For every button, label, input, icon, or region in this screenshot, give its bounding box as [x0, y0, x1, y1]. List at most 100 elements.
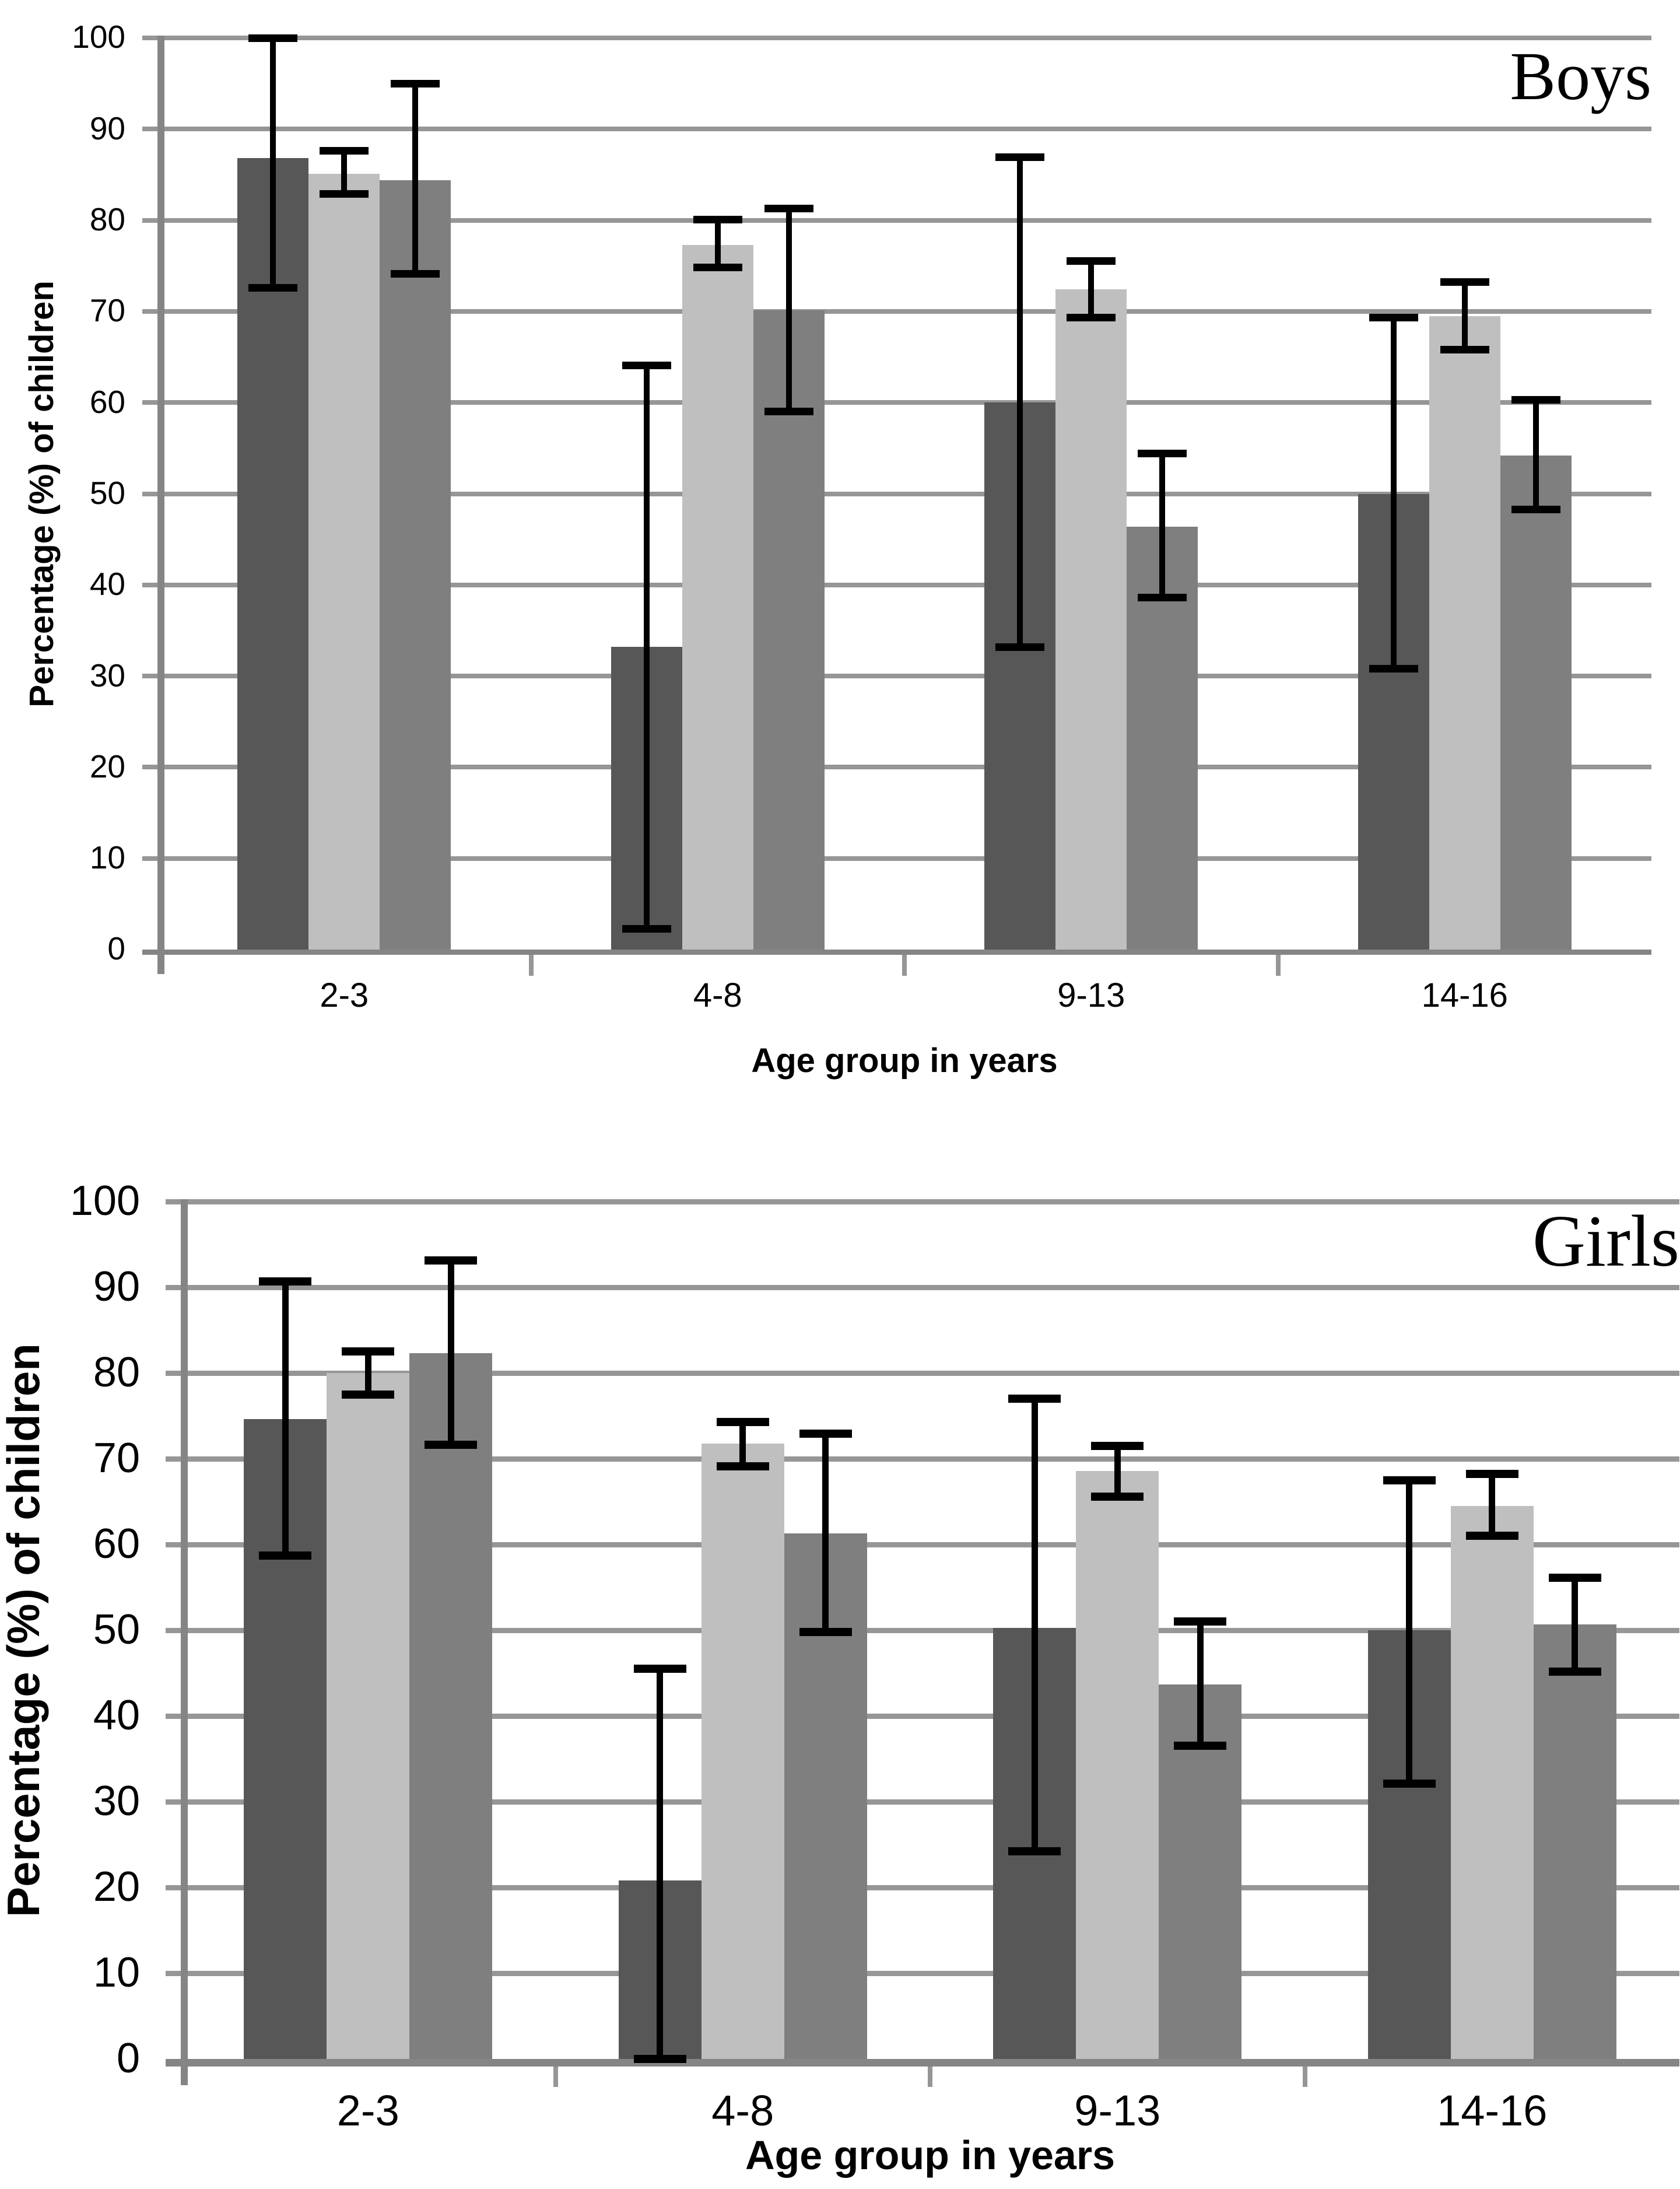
xaxis-separator-tick-girls-2	[928, 2059, 932, 2087]
gridline-girls-60	[166, 1542, 1679, 1547]
gridline-girls-80	[166, 1370, 1679, 1376]
gridline-boys-20	[142, 765, 1651, 770]
gridline-girls-20	[166, 1885, 1679, 1890]
errorbar-line-girls-light-gray-9-13	[1114, 1445, 1121, 1497]
ytick-label-girls-100: 100	[69, 1177, 140, 1224]
xtick-label-girls-2-3: 2-3	[336, 2086, 399, 2135]
ytick-label-girls-70: 70	[93, 1434, 140, 1481]
gridline-boys-70	[142, 309, 1651, 314]
errorbar-cap-bottom-girls-dark-gray-2-3	[259, 1551, 312, 1560]
xtick-label-girls-9-13: 9-13	[1074, 2086, 1161, 2135]
errorbar-cap-top-girls-dark-gray-9-13	[1008, 1395, 1061, 1403]
ytick-label-girls-40: 40	[93, 1691, 140, 1739]
gridline-boys-40	[142, 582, 1651, 587]
x-axis-line-boys	[142, 950, 1651, 955]
errorbar-cap-top-girls-medium-gray-9-13	[1174, 1617, 1227, 1626]
errorbar-cap-bottom-boys-light-gray-4-8	[693, 264, 742, 272]
bar-boys-medium-gray-4-8	[753, 310, 825, 950]
errorbar-line-girls-medium-gray-2-3	[447, 1260, 454, 1445]
errorbar-cap-bottom-boys-medium-gray-4-8	[764, 408, 813, 416]
xaxis-separator-tick-girls-1	[553, 2059, 558, 2087]
panel-label-boys: Boys	[1510, 38, 1651, 114]
errorbar-cap-top-girls-medium-gray-4-8	[799, 1430, 852, 1438]
errorbar-line-boys-medium-gray-9-13	[1159, 453, 1166, 598]
bar-boys-medium-gray-2-3	[380, 180, 451, 950]
ytick-label-boys-80: 80	[89, 201, 125, 237]
errorbar-cap-bottom-boys-medium-gray-2-3	[391, 270, 440, 278]
errorbar-cap-top-girls-medium-gray-14-16	[1548, 1574, 1601, 1582]
ytick-label-boys-20: 20	[89, 748, 125, 784]
errorbar-line-boys-light-gray-4-8	[714, 219, 721, 268]
bar-girls-light-gray-9-13	[1076, 1470, 1159, 2059]
gridline-boys-80	[142, 218, 1651, 223]
errorbar-line-boys-medium-gray-14-16	[1532, 400, 1539, 510]
ytick-label-boys-40: 40	[89, 566, 125, 603]
gridline-girls-100	[166, 1199, 1679, 1204]
xtick-label-boys-14-16: 14-16	[1421, 976, 1508, 1014]
errorbar-cap-bottom-girls-dark-gray-14-16	[1383, 1780, 1436, 1788]
errorbar-cap-bottom-girls-dark-gray-9-13	[1008, 1847, 1061, 1856]
errorbar-cap-top-girls-dark-gray-2-3	[259, 1277, 312, 1286]
ytick-label-girls-30: 30	[93, 1777, 140, 1824]
y-axis-line-boys	[157, 36, 164, 974]
errorbar-cap-top-boys-dark-gray-4-8	[622, 361, 671, 369]
bar-girls-medium-gray-14-16	[1533, 1624, 1616, 2059]
bar-girls-light-gray-14-16	[1450, 1505, 1534, 2059]
errorbar-cap-top-boys-dark-gray-9-13	[995, 153, 1045, 162]
errorbar-line-boys-light-gray-9-13	[1088, 261, 1095, 318]
errorbar-cap-top-girls-light-gray-9-13	[1091, 1441, 1144, 1450]
errorbar-cap-bottom-girls-light-gray-4-8	[716, 1462, 769, 1471]
ytick-label-girls-0: 0	[116, 2034, 140, 2082]
gridline-boys-50	[142, 491, 1651, 496]
errorbar-line-girls-dark-gray-9-13	[1031, 1399, 1038, 1852]
panel-label-girls: Girls	[1532, 1201, 1679, 1282]
gridline-girls-10	[166, 1970, 1679, 1976]
errorbar-cap-bottom-boys-light-gray-14-16	[1440, 346, 1489, 354]
errorbar-line-boys-light-gray-14-16	[1461, 282, 1468, 350]
errorbar-cap-bottom-girls-light-gray-2-3	[342, 1390, 395, 1399]
errorbar-cap-top-boys-light-gray-4-8	[693, 215, 742, 223]
ytick-label-girls-90: 90	[93, 1263, 140, 1310]
ytick-label-girls-20: 20	[93, 1863, 140, 1910]
errorbar-cap-bottom-boys-dark-gray-4-8	[622, 924, 671, 933]
gridline-girls-70	[166, 1456, 1679, 1462]
errorbar-cap-bottom-girls-light-gray-9-13	[1091, 1492, 1144, 1501]
gridline-girls-90	[166, 1284, 1679, 1290]
xtick-label-boys-2-3: 2-3	[320, 976, 369, 1014]
y-axis-title-boys: Percentage (%) of children	[23, 280, 61, 708]
errorbar-cap-bottom-boys-light-gray-2-3	[320, 190, 369, 198]
errorbar-cap-bottom-girls-dark-gray-4-8	[633, 2055, 686, 2063]
xtick-label-boys-4-8: 4-8	[693, 976, 742, 1014]
ytick-label-boys-60: 60	[89, 383, 125, 420]
gridline-boys-30	[142, 674, 1651, 679]
xaxis-separator-tick-boys-3	[1275, 950, 1281, 976]
x-axis-title-girls: Age group in years	[745, 2132, 1116, 2178]
ytick-label-girls-10: 10	[93, 1949, 140, 1996]
ytick-label-boys-30: 30	[89, 657, 125, 694]
bar-boys-light-gray-4-8	[682, 244, 753, 950]
ytick-label-boys-50: 50	[89, 474, 125, 511]
xaxis-separator-tick-boys-1	[528, 950, 534, 976]
errorbar-line-boys-dark-gray-4-8	[643, 365, 650, 929]
errorbar-cap-top-girls-light-gray-14-16	[1465, 1470, 1518, 1479]
ytick-label-girls-80: 80	[93, 1349, 140, 1396]
ytick-label-girls-50: 50	[93, 1606, 140, 1653]
gridline-boys-90	[142, 127, 1651, 132]
bar-boys-light-gray-2-3	[308, 173, 380, 950]
errorbar-cap-top-boys-medium-gray-4-8	[764, 204, 813, 212]
errorbar-line-boys-medium-gray-2-3	[412, 83, 419, 274]
errorbar-line-girls-medium-gray-14-16	[1572, 1578, 1579, 1672]
errorbar-cap-top-boys-medium-gray-9-13	[1138, 450, 1187, 458]
gridline-girls-40	[166, 1713, 1679, 1719]
errorbar-line-girls-medium-gray-4-8	[822, 1434, 829, 1632]
gridline-boys-10	[142, 856, 1651, 861]
errorbar-cap-bottom-girls-medium-gray-4-8	[799, 1627, 852, 1636]
bar-boys-light-gray-9-13	[1055, 289, 1127, 950]
errorbar-cap-bottom-boys-medium-gray-9-13	[1138, 594, 1187, 602]
ytick-label-boys-70: 70	[89, 292, 125, 329]
errorbar-line-girls-dark-gray-2-3	[282, 1281, 289, 1556]
errorbar-line-boys-dark-gray-2-3	[270, 38, 276, 288]
errorbar-cap-top-boys-light-gray-2-3	[320, 147, 369, 155]
gridline-boys-60	[142, 400, 1651, 405]
